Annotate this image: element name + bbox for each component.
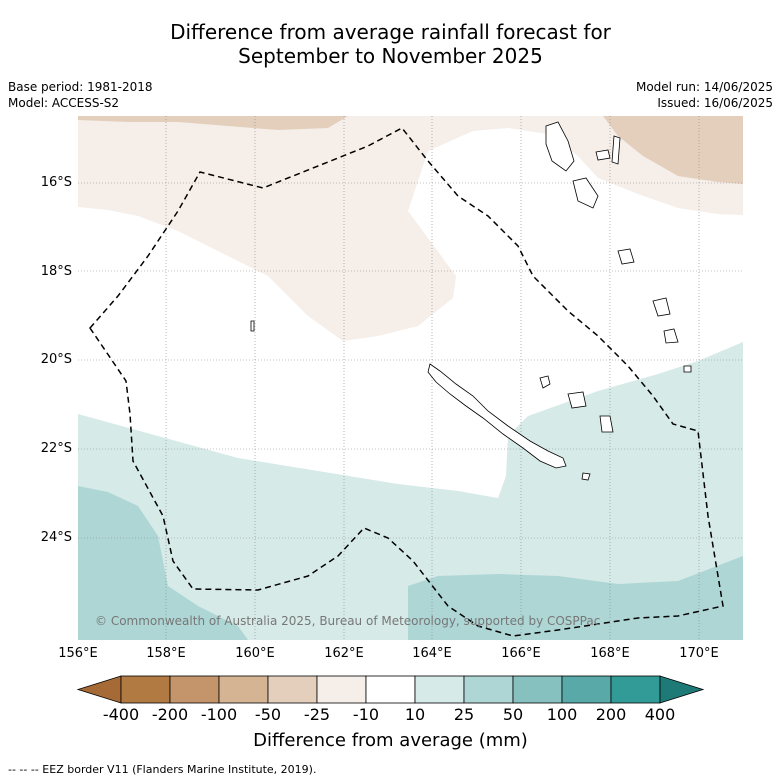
lon-label-164e: 164°E bbox=[412, 646, 452, 661]
colorbar-tick: -50 bbox=[254, 705, 282, 724]
lat-label-22s: 22°S bbox=[40, 441, 72, 456]
colorbar-tick: 10 bbox=[404, 705, 426, 724]
map-title-line2: September to November 2025 bbox=[238, 44, 543, 68]
dry-region-dark-east bbox=[603, 116, 743, 184]
lon-label-170e: 170°E bbox=[679, 646, 719, 661]
lon-label-160e: 160°E bbox=[235, 646, 275, 661]
colorbar-swatch bbox=[316, 675, 367, 704]
lon-label-158e: 158°E bbox=[146, 646, 186, 661]
wet-region-mid-west bbox=[78, 486, 248, 640]
colorbar-swatch bbox=[414, 675, 465, 704]
graticule bbox=[78, 116, 743, 640]
colorbar-swatch bbox=[512, 675, 563, 704]
model-name: Model: ACCESS-S2 bbox=[8, 96, 120, 110]
rainfall-map: © Commonwealth of Australia 2025, Bureau… bbox=[78, 116, 743, 640]
vanuatu-erromango bbox=[663, 328, 679, 344]
colorbar-swatch bbox=[365, 675, 416, 704]
issued-date: Issued: 16/06/2025 bbox=[657, 96, 773, 110]
colorbar-tick: 200 bbox=[595, 705, 627, 724]
colorbar-swatch bbox=[169, 675, 220, 704]
wet-region-mid-south bbox=[408, 556, 743, 640]
meta-right: Model run: 14/06/2025 Issued: 16/06/2025 bbox=[636, 79, 773, 111]
colorbar-tick: -25 bbox=[303, 705, 331, 724]
colorbar-swatch bbox=[561, 675, 612, 704]
isle-of-pines bbox=[581, 472, 591, 481]
vanuatu-tanna bbox=[652, 297, 671, 317]
model-run: Model run: 14/06/2025 bbox=[635, 80, 773, 94]
new-caledonia-island bbox=[427, 363, 567, 469]
lat-label-16s: 16°S bbox=[40, 175, 72, 190]
colorbar-tick: -10 bbox=[352, 705, 380, 724]
colorbar-tick: -100 bbox=[200, 705, 238, 724]
lat-label-18s: 18°S bbox=[40, 264, 72, 279]
vanuatu-ambae bbox=[595, 149, 611, 161]
colorbar-extend-low bbox=[76, 675, 122, 704]
colorbar-title: Difference from average (mm) bbox=[253, 730, 528, 751]
loyalty-island-mare bbox=[599, 415, 614, 433]
vanuatu-malakula bbox=[572, 177, 599, 209]
meta-left: Base period: 1981-2018 Model: ACCESS-S2 bbox=[8, 79, 153, 111]
vanuatu-efate bbox=[617, 248, 635, 265]
vanuatu-pentecost bbox=[611, 135, 621, 165]
colorbar-tick: 25 bbox=[453, 705, 475, 724]
dry-region-light bbox=[78, 116, 743, 341]
lon-label-156e: 156°E bbox=[58, 646, 98, 661]
lon-label-166e: 166°E bbox=[501, 646, 541, 661]
lat-label-20s: 20°S bbox=[40, 352, 72, 367]
colorbar-swatch bbox=[218, 675, 269, 704]
dry-region-dark-west bbox=[78, 116, 348, 130]
lon-label-168e: 168°E bbox=[590, 646, 630, 661]
colorbar-tick: -400 bbox=[102, 705, 140, 724]
lat-label-24s: 24°S bbox=[40, 530, 72, 545]
wet-region-light bbox=[78, 342, 743, 640]
hunter-island bbox=[683, 365, 692, 373]
vanuatu-espiritu-santo bbox=[545, 121, 575, 172]
colorbar-tick: -200 bbox=[151, 705, 189, 724]
colorbar-tick: 50 bbox=[502, 705, 524, 724]
chesterfield-islet bbox=[250, 320, 255, 332]
map-title-line1: Difference from average rainfall forecas… bbox=[170, 20, 611, 44]
loyalty-island-lifou bbox=[567, 391, 587, 409]
eez-footnote: -- -- -- EEZ border V11 (Flanders Marine… bbox=[8, 763, 317, 776]
colorbar-tick: 100 bbox=[546, 705, 578, 724]
base-period: Base period: 1981-2018 bbox=[8, 80, 153, 94]
copyright-credit: © Commonwealth of Australia 2025, Bureau… bbox=[95, 614, 601, 628]
colorbar-swatch bbox=[610, 675, 661, 704]
colorbar-extend-high bbox=[659, 675, 705, 704]
colorbar-tick: 400 bbox=[644, 705, 676, 724]
eez-border bbox=[89, 127, 724, 637]
colorbar-swatch bbox=[267, 675, 318, 704]
loyalty-island-ouvea bbox=[539, 375, 551, 389]
lon-label-162e: 162°E bbox=[324, 646, 364, 661]
colorbar-swatch bbox=[463, 675, 514, 704]
colorbar-swatch bbox=[120, 675, 171, 704]
